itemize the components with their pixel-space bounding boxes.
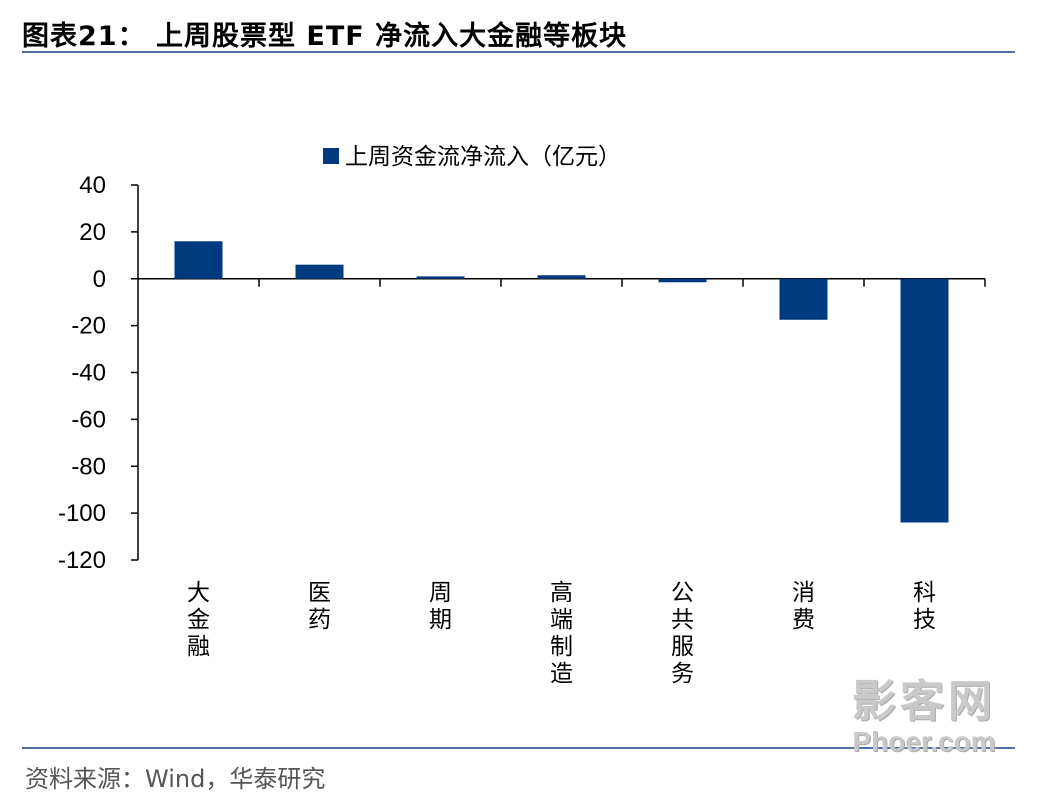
- category-label: 大金融: [187, 580, 210, 660]
- watermark-text-en: Phoer.com: [852, 726, 996, 757]
- bar: [658, 278, 707, 283]
- bar: [779, 278, 828, 320]
- watermark-logo: 影客网 Phoer.com: [838, 677, 1010, 759]
- y-tick-label: -100: [58, 500, 106, 527]
- bar: [295, 264, 344, 279]
- chart-legend: 上周资金流净流入（亿元）: [323, 144, 621, 170]
- y-tick-label: -40: [71, 360, 106, 387]
- bar: [537, 275, 586, 279]
- watermark-text-cn: 影客网: [852, 676, 996, 727]
- title-rule: [22, 51, 1015, 53]
- bar: [900, 278, 949, 523]
- category-label: 公共服务: [671, 580, 694, 687]
- y-tick-label: -80: [71, 453, 106, 480]
- y-tick-label: 20: [79, 219, 106, 246]
- bar: [416, 276, 465, 279]
- category-label: 医药: [308, 580, 331, 633]
- y-tick-label: 0: [93, 266, 106, 293]
- y-tick-label: -60: [71, 406, 106, 433]
- legend-swatch: [323, 148, 339, 164]
- category-label: 高端制造: [550, 580, 573, 687]
- y-tick-label: 40: [79, 172, 106, 199]
- bar: [174, 241, 223, 279]
- bar-chart: 上周资金流净流入（亿元） 40 20 0 -20 -40 -60 -80 -100 -120 大金…: [58, 144, 986, 687]
- category-label: 科技: [913, 580, 936, 633]
- figure-title: 图表21： 上周股票型 ETF 净流入大金融等板块: [22, 21, 628, 52]
- source-rule: [22, 747, 1015, 749]
- y-tick-label: -20: [71, 313, 106, 340]
- source-note: 资料来源：Wind，华泰研究: [25, 765, 326, 793]
- y-tick-label: -120: [58, 547, 106, 574]
- category-label: 消费: [792, 580, 815, 633]
- legend-label: 上周资金流净流入（亿元）: [345, 144, 621, 170]
- category-label: 周期: [429, 580, 452, 633]
